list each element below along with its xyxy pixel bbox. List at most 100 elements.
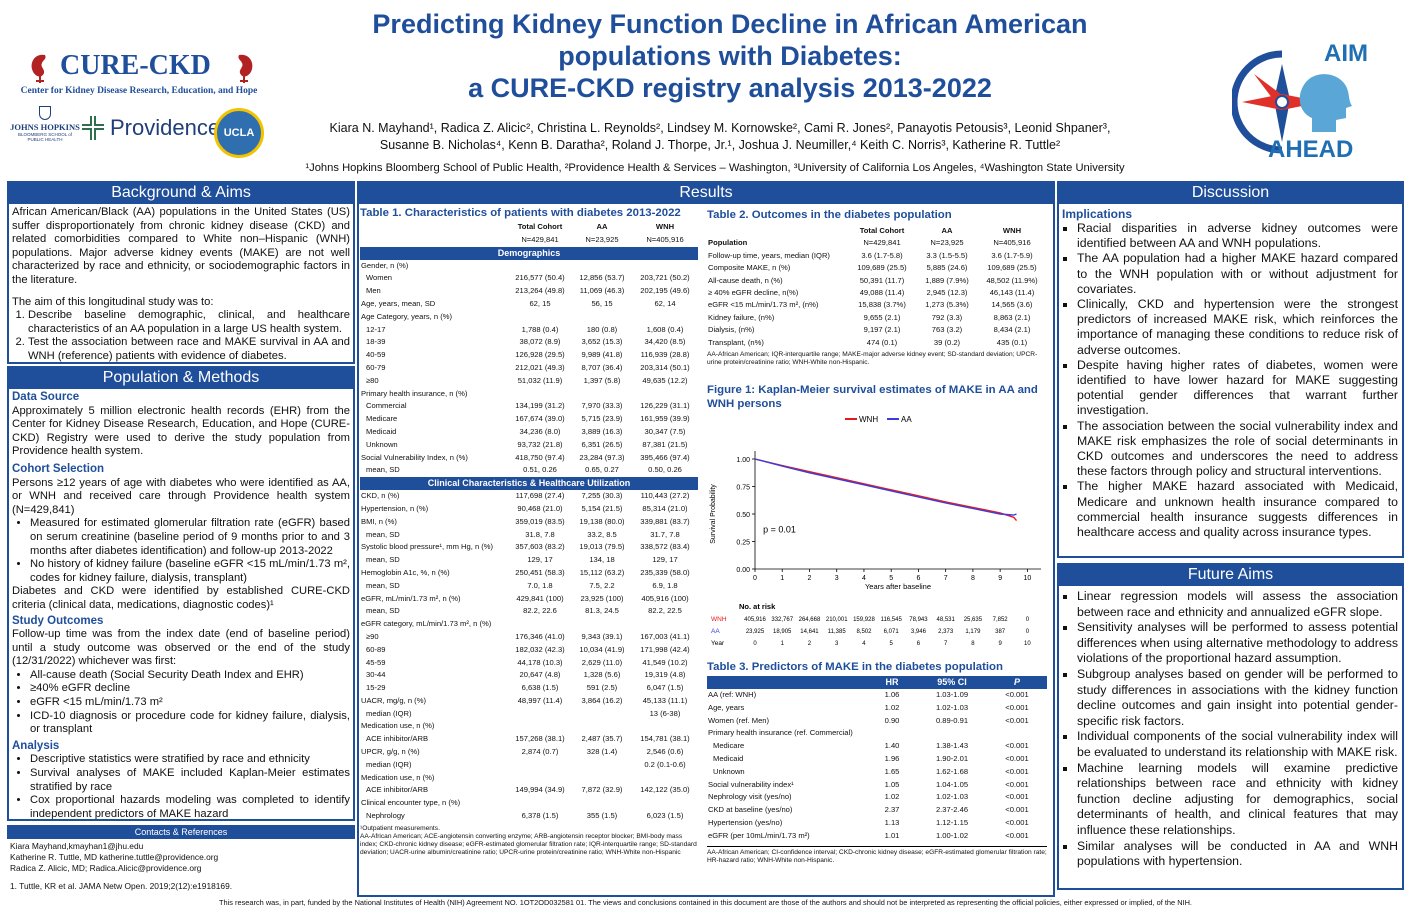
value-cell: 11,069 (46.3) (579, 286, 625, 296)
value-cell: 338,572 (83.4) (640, 542, 690, 552)
table-row: Age Category, years, n (%) (360, 311, 698, 324)
cohort-bullet: Measured for estimated glomerular filtra… (30, 517, 350, 558)
value-cell: 62, 15 (529, 298, 551, 308)
discussion-bullet: The higher MAKE hazard associated with M… (1077, 479, 1398, 540)
value-cell: 129, 17 (527, 555, 553, 565)
ucla-seal: UCLA (214, 108, 264, 158)
data-source-heading: Data Source (12, 391, 80, 403)
value-cell: 6,638 (1.5) (521, 683, 559, 693)
value-cell: 31.7, 7.8 (650, 529, 680, 539)
value-cell (508, 618, 572, 631)
row-label-cell: Gender, n (%) (361, 260, 409, 270)
value-cell: <0.001 (1005, 805, 1029, 815)
row-label-cell: median (IQR) (366, 708, 412, 718)
row-label-cell: Medicare (366, 414, 398, 424)
contact-line: Kiara Mayhand,kmayhan1@jhu.edu (10, 841, 144, 851)
at-risk-value: 11,385 (828, 629, 847, 635)
value-cell (632, 772, 698, 785)
value-cell (572, 720, 632, 733)
value-cell: 357,603 (83.2) (515, 542, 565, 552)
table-row: Nephrology visit (yes/no) 1.02 1.02-1.03 <0… (707, 791, 1047, 804)
outcome-bullet: All-cause death (Social Security Death I… (30, 669, 350, 683)
table-row: Primary health insurance (ref. Commercia… (707, 727, 1047, 740)
at-risk-value: 48,531 (936, 617, 955, 623)
value-cell: 418,750 (97.4) (515, 452, 565, 462)
value-cell: 7,255 (30.3) (581, 491, 623, 501)
value-cell: 51,032 (11.9) (517, 375, 563, 385)
row-label-cell: Kidney failure, (n%) (708, 312, 775, 322)
value-cell: 1.06 (884, 690, 900, 699)
jhu-sub: BLOOMBERG SCHOOL of PUBLIC HEALTH (17, 132, 73, 142)
table-header-cell: Total Cohort (517, 222, 563, 231)
table-section-band: Demographics (360, 246, 698, 260)
contacts-panel: Contacts & References Kiara Mayhand,kmay… (7, 825, 355, 897)
data-source-text: Approximately 5 million electronic healt… (12, 404, 350, 458)
at-risk-value: 6 (917, 641, 921, 647)
at-risk-value: 25,635 (964, 617, 983, 623)
contacts-heading: Contacts & References (7, 825, 355, 839)
table-3-grid: HR 95% CI P AA (ref: WNH) 1.06 1.03-1.09 <0… (707, 676, 1047, 843)
value-cell: 1.40 (884, 741, 900, 751)
row-label-cell: mean, SD (366, 555, 400, 565)
table-row: 40-59 126,928 (29.5) 9,989 (41.8) 116,939 (… (360, 349, 698, 362)
value-cell: 6,047 (1.5) (646, 683, 684, 693)
at-risk-value: 3 (835, 641, 839, 647)
x-tick-label: 5 (889, 575, 893, 582)
value-cell: 1.62-1.68 (935, 766, 969, 776)
value-cell: 3,652 (15.3) (581, 337, 623, 347)
table-2-title: Table 2. Outcomes in the diabetes popula… (707, 209, 952, 221)
value-cell: 1,788 (0.4) (521, 324, 559, 334)
x-tick-label: 9 (998, 575, 1002, 582)
value-cell: 1,608 (0.4) (646, 324, 684, 334)
discussion-panel: Discussion Implications Racial dispariti… (1057, 181, 1404, 558)
table-row: Kidney failure, (n%) 9,655 (2.1) 792 (3.3)… (707, 312, 1047, 324)
value-cell: 10,034 (41.9) (579, 644, 625, 654)
value-cell: 161,959 (39.9) (640, 414, 690, 424)
row-label-cell: eGFR category, mL/min/1.73 m², n (%) (361, 619, 492, 629)
value-cell: 6,023 (1.5) (646, 811, 684, 821)
at-risk-value: 5 (890, 641, 894, 647)
row-label-cell: Systolic blood pressure¹, mm Hg, n (%) (361, 542, 494, 552)
table-header-cell: Total Cohort (859, 226, 905, 235)
table-row: Women (ref. Men) 0.90 0.89-0.91 <0.001 (707, 715, 1047, 728)
value-cell: 1.02-1.03 (935, 702, 969, 712)
table-row: ACE inhibitor/ARB 157,268 (38.1) 2,487 (35… (360, 733, 698, 746)
at-risk-value: 0 (1026, 629, 1030, 635)
value-cell: 202,195 (49.6) (640, 286, 690, 296)
y-tick-label: 0.75 (736, 485, 750, 492)
value-cell: 2,546 (0.6) (646, 747, 684, 757)
jhu-shield-icon (39, 106, 51, 120)
methods-heading: Population & Methods (9, 368, 353, 389)
value-cell (987, 727, 1047, 740)
value-cell: 49,635 (12.2) (642, 375, 688, 385)
contact-line: Katherine R. Tuttle, MD katherine.tuttle… (10, 852, 219, 862)
jhu-logo: JOHNS HOPKINS BLOOMBERG SCHOOL of PUBLIC… (10, 106, 80, 152)
analysis-bullet: Survival analyses of MAKE included Kapla… (30, 767, 350, 794)
table-row: 15-29 6,638 (1.5) 591 (2.5) 6,047 (1.5) (360, 682, 698, 695)
x-tick-label: 1 (780, 575, 784, 582)
at-risk-value: 387 (995, 629, 1006, 635)
discussion-bullet: The AA population had a higher MAKE haza… (1077, 251, 1398, 297)
cohort-text: Persons ≥12 years of age with diabetes w… (12, 476, 350, 516)
value-cell (508, 311, 572, 324)
value-cell: 9,343 (39.1) (581, 631, 623, 641)
at-risk-row-label: Year (711, 640, 725, 647)
at-risk-value: 332,767 (771, 617, 793, 623)
row-label-cell: UPCR, g/g, n (%) (361, 747, 420, 757)
outcomes-heading: Study Outcomes (12, 614, 104, 627)
value-cell: 1.13 (884, 817, 900, 827)
value-cell: 62, 14 (654, 298, 676, 308)
at-risk-value: 264,668 (799, 617, 821, 623)
table-row: Commercial 134,199 (31.2) 7,970 (33.3) 126,… (360, 400, 698, 413)
value-cell: 1.03-1.09 (935, 690, 969, 699)
value-cell: 1,273 (5.3%) (925, 300, 969, 310)
value-cell: 13 (6-38) (649, 708, 681, 718)
table-header-cell: AA (941, 226, 953, 235)
row-label-cell: Medication use, n (%) (361, 721, 435, 731)
value-cell (508, 720, 572, 733)
value-cell: 34,420 (8.5) (644, 337, 686, 347)
value-cell: 405,916 (100) (641, 593, 689, 603)
value-cell: 474 (0.1) (866, 337, 898, 347)
x-tick-label: 6 (916, 575, 920, 582)
row-label-cell: 60-89 (366, 644, 386, 654)
